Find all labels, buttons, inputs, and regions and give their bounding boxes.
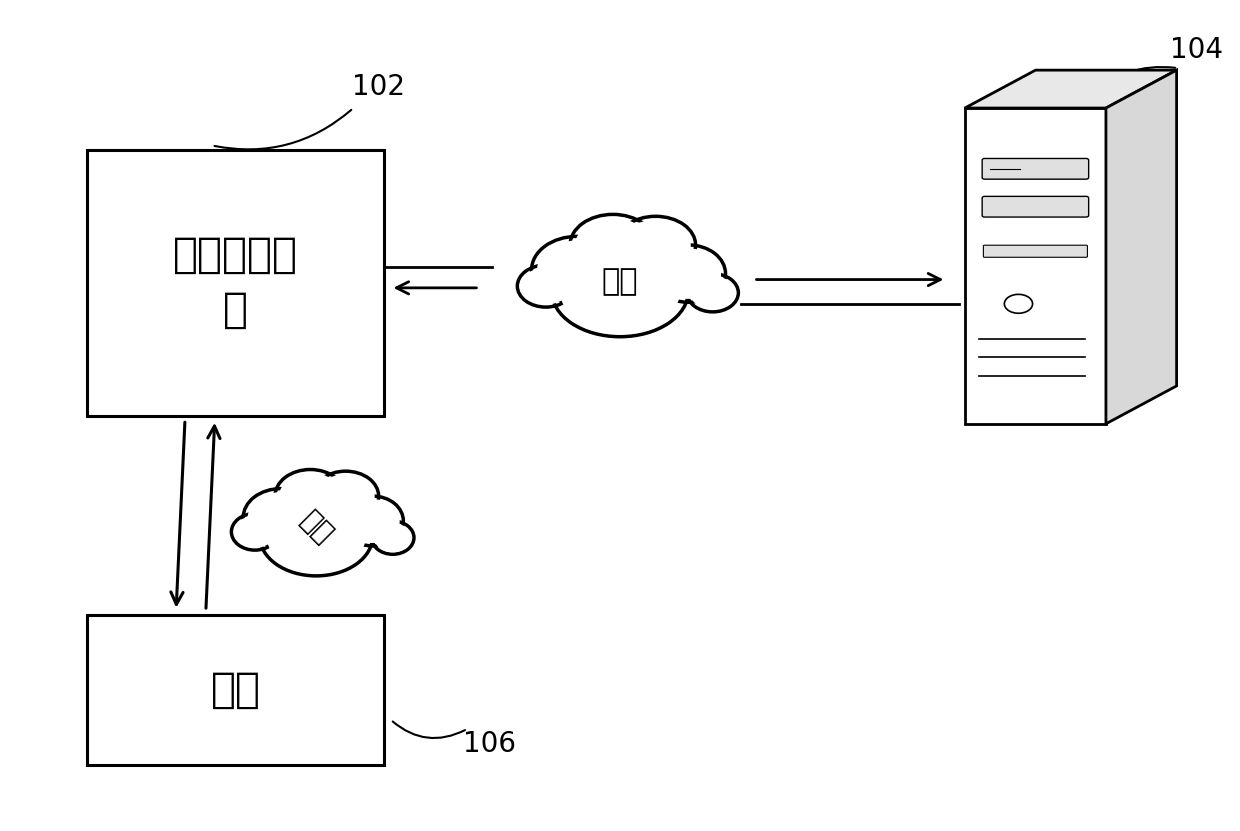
Circle shape [1004,294,1033,313]
Ellipse shape [234,516,275,548]
Ellipse shape [651,245,725,302]
Ellipse shape [267,501,366,571]
Ellipse shape [616,216,696,273]
FancyBboxPatch shape [982,159,1089,179]
Ellipse shape [691,276,735,310]
Ellipse shape [275,470,346,523]
Ellipse shape [279,473,341,519]
Ellipse shape [687,273,738,312]
Text: 设备: 设备 [211,669,260,711]
Ellipse shape [570,214,656,276]
Ellipse shape [575,218,651,272]
Bar [965,108,1106,424]
Ellipse shape [248,492,314,543]
Ellipse shape [316,475,374,518]
Text: 104: 104 [1171,36,1223,64]
Ellipse shape [521,268,570,305]
Ellipse shape [559,250,681,332]
Ellipse shape [552,245,688,337]
Text: 数据传输装
置: 数据传输装 置 [174,234,298,331]
Polygon shape [1106,70,1177,424]
Ellipse shape [620,219,691,270]
Text: 网络: 网络 [295,506,337,549]
Ellipse shape [342,496,403,546]
Polygon shape [965,70,1177,108]
Ellipse shape [372,521,414,554]
FancyBboxPatch shape [982,196,1089,217]
Ellipse shape [517,265,574,307]
Ellipse shape [374,523,412,553]
Ellipse shape [232,514,279,550]
Ellipse shape [656,248,722,299]
Text: 102: 102 [352,73,404,101]
Text: 网络: 网络 [601,267,639,296]
Ellipse shape [537,240,618,299]
Text: 106: 106 [464,730,516,758]
Ellipse shape [346,499,399,543]
Ellipse shape [312,471,378,521]
Bar [87,615,384,765]
Ellipse shape [259,496,373,576]
Ellipse shape [532,236,622,303]
FancyBboxPatch shape [983,245,1087,258]
Ellipse shape [243,489,319,547]
Bar [87,150,384,416]
